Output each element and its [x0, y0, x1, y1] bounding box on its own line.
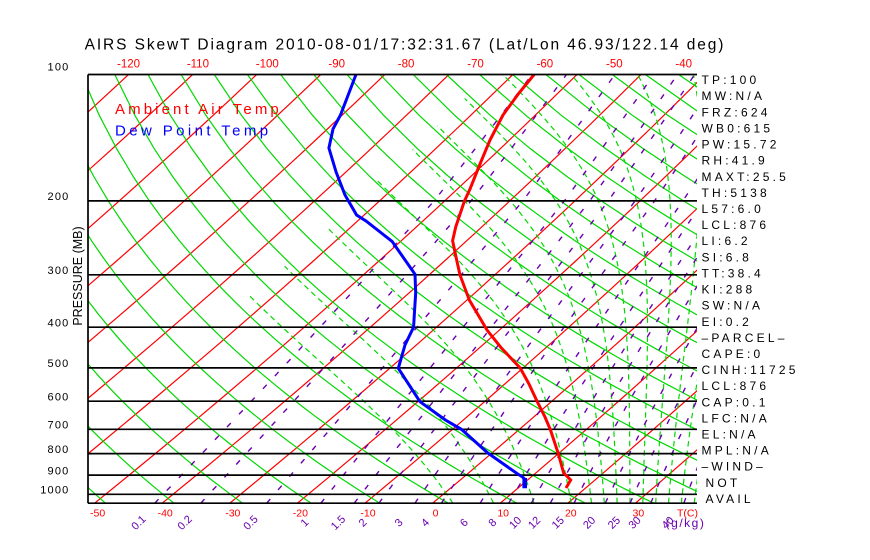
svg-text:12: 12 [526, 515, 543, 532]
svg-text:0.5: 0.5 [241, 513, 260, 532]
svg-text:–WIND–: –WIND– [702, 460, 767, 474]
svg-text:600: 600 [48, 392, 70, 404]
svg-text:-20: -20 [293, 508, 308, 520]
svg-text:0.2: 0.2 [176, 513, 195, 532]
svg-text:200: 200 [48, 191, 70, 203]
svg-text:CAP:0.1: CAP:0.1 [702, 395, 769, 409]
svg-text:Ambient Air Temp: Ambient Air Temp [115, 101, 282, 118]
svg-text:6: 6 [458, 517, 471, 530]
svg-text:–PARCEL–: –PARCEL– [702, 331, 788, 345]
svg-text:-90: -90 [328, 59, 345, 71]
svg-text:-100: -100 [256, 59, 279, 71]
svg-text:LCL:876: LCL:876 [702, 379, 770, 393]
svg-text:PW:15.72: PW:15.72 [702, 138, 780, 152]
svg-text:1.5: 1.5 [329, 513, 348, 532]
svg-text:TH:5138: TH:5138 [702, 186, 770, 200]
svg-text:700: 700 [48, 420, 70, 432]
svg-text:T(C): T(C) [677, 508, 698, 520]
svg-text:3: 3 [393, 517, 406, 530]
svg-text:-50: -50 [90, 508, 105, 520]
svg-text:30: 30 [633, 508, 645, 520]
svg-text:-60: -60 [537, 59, 554, 71]
svg-text:PRESSURE (MB): PRESSURE (MB) [71, 226, 85, 325]
svg-text:4: 4 [419, 517, 432, 530]
svg-text:LI:6.2: LI:6.2 [702, 234, 751, 248]
svg-text:500: 500 [48, 358, 70, 370]
svg-text:0.1: 0.1 [129, 513, 148, 532]
svg-text:-40: -40 [158, 508, 173, 520]
svg-text:LFC:N/A: LFC:N/A [702, 411, 770, 425]
svg-text:400: 400 [48, 318, 70, 330]
svg-text:MW:N/A: MW:N/A [702, 89, 766, 103]
svg-text:-110: -110 [187, 59, 209, 71]
svg-text:CINH:11725: CINH:11725 [702, 363, 799, 377]
svg-text:-50: -50 [606, 59, 623, 71]
svg-text:1000: 1000 [40, 485, 69, 497]
svg-text:NOT: NOT [706, 476, 741, 490]
svg-text:MPL:N/A: MPL:N/A [702, 444, 772, 458]
svg-text:0: 0 [433, 508, 439, 520]
svg-text:300: 300 [48, 265, 70, 277]
svg-text:MAXT:25.5: MAXT:25.5 [702, 170, 790, 184]
svg-text:AVAIL: AVAIL [706, 492, 754, 506]
svg-text:20: 20 [581, 515, 598, 532]
svg-text:20: 20 [565, 508, 577, 520]
svg-text:SI:6.8: SI:6.8 [702, 250, 753, 264]
svg-text:TP:100: TP:100 [702, 73, 760, 87]
svg-text:-70: -70 [467, 59, 484, 71]
svg-text:Dew Point Temp: Dew Point Temp [115, 123, 272, 140]
svg-text:CAPE:0: CAPE:0 [702, 347, 764, 361]
svg-text:25: 25 [606, 515, 623, 532]
svg-text:FRZ:624: FRZ:624 [702, 105, 771, 119]
svg-text:EI:0.2: EI:0.2 [702, 315, 753, 329]
svg-text:100: 100 [48, 62, 70, 74]
svg-text:EL:N/A: EL:N/A [702, 428, 759, 442]
svg-text:TT:38.4: TT:38.4 [702, 266, 764, 280]
svg-text:10: 10 [507, 515, 524, 532]
svg-text:-40: -40 [675, 59, 692, 71]
svg-text:AIRS SkewT Diagram 2010-08-01/: AIRS SkewT Diagram 2010-08-01/17:32:31.6… [85, 37, 726, 54]
svg-text:SW:N/A: SW:N/A [702, 299, 764, 313]
svg-text:RH:41.9: RH:41.9 [702, 154, 768, 168]
svg-text:10: 10 [497, 508, 509, 520]
svg-text:(g/kg): (g/kg) [666, 516, 706, 530]
svg-text:-120: -120 [117, 59, 140, 71]
svg-text:-30: -30 [225, 508, 240, 520]
svg-text:-80: -80 [398, 59, 415, 71]
svg-text:800: 800 [48, 444, 70, 456]
svg-text:LCL:876: LCL:876 [702, 218, 770, 232]
svg-text:L57:6.0: L57:6.0 [702, 202, 764, 216]
svg-text:900: 900 [48, 465, 70, 477]
svg-text:KI:288: KI:288 [702, 283, 756, 297]
svg-text:WB0:615: WB0:615 [702, 121, 774, 135]
svg-text:-10: -10 [360, 508, 375, 520]
